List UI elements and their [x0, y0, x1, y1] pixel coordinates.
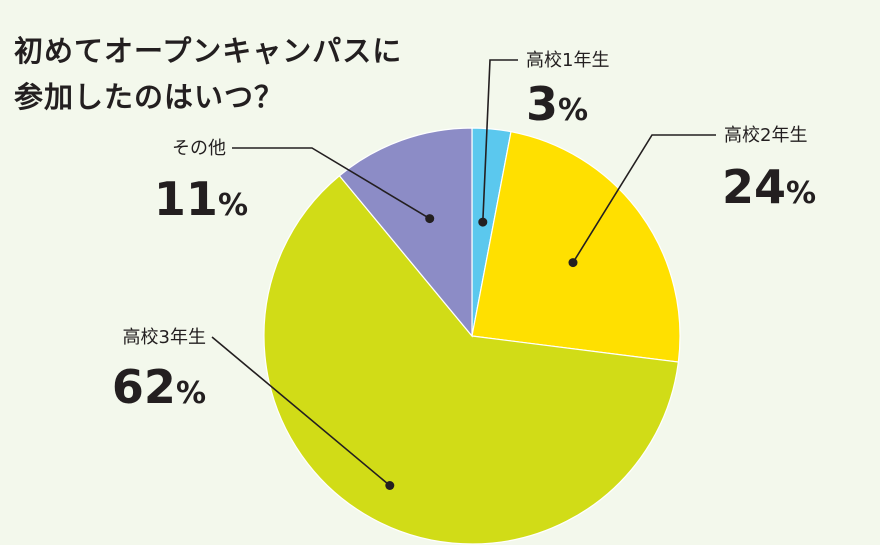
slice-label-2: 高校2年生 24% — [568, 125, 816, 268]
slice-value-3: 62% — [112, 360, 206, 414]
leader-dot-2 — [568, 258, 578, 268]
leader-line-4 — [232, 147, 431, 220]
pie-labels: 高校1年生 3% 高校2年生 24% 高校3年生 62% その他 11% — [112, 50, 816, 490]
chart-title-line-2: 参加したのはいつ？ — [14, 80, 285, 114]
slice-value-unit-2: % — [786, 176, 816, 211]
slice-name-4: その他 — [172, 138, 226, 159]
chart-title-line-1: 初めてオープンキャンパスに — [14, 34, 403, 68]
leader-dot-1 — [478, 217, 488, 227]
pie-slice-3 — [263, 174, 680, 545]
slice-value-1: 3% — [526, 77, 588, 131]
leader-dot-4 — [425, 214, 435, 224]
slice-value-4: 11% — [154, 172, 248, 226]
slice-value-unit-3: % — [176, 376, 206, 411]
pie-slices — [263, 127, 681, 545]
leader-line-2 — [572, 134, 716, 264]
slice-value-number-2: 24 — [722, 160, 786, 214]
chart-title: 初めてオープンキャンパスに 参加したのはいつ？ — [14, 28, 402, 120]
leader-line-3 — [211, 336, 391, 487]
pie-slice-4 — [338, 127, 473, 338]
slice-value-number-4: 11 — [154, 172, 218, 226]
slice-name-2: 高校2年生 — [724, 125, 807, 146]
slice-name-3: 高校3年生 — [123, 327, 206, 348]
pie-slice-2 — [471, 130, 681, 363]
slice-label-3: 高校3年生 62% — [112, 327, 395, 490]
slice-name-1: 高校1年生 — [526, 50, 609, 71]
slice-value-2: 24% — [722, 160, 816, 214]
slice-label-4: その他 11% — [154, 138, 435, 226]
slice-value-unit-1: % — [558, 93, 588, 128]
slice-value-unit-4: % — [218, 188, 248, 223]
leader-dot-3 — [385, 481, 395, 490]
slice-value-number-1: 3 — [526, 77, 558, 131]
slice-label-1: 高校1年生 3% — [478, 50, 609, 227]
slice-value-number-3: 62 — [112, 360, 176, 414]
leader-line-1 — [482, 59, 518, 223]
